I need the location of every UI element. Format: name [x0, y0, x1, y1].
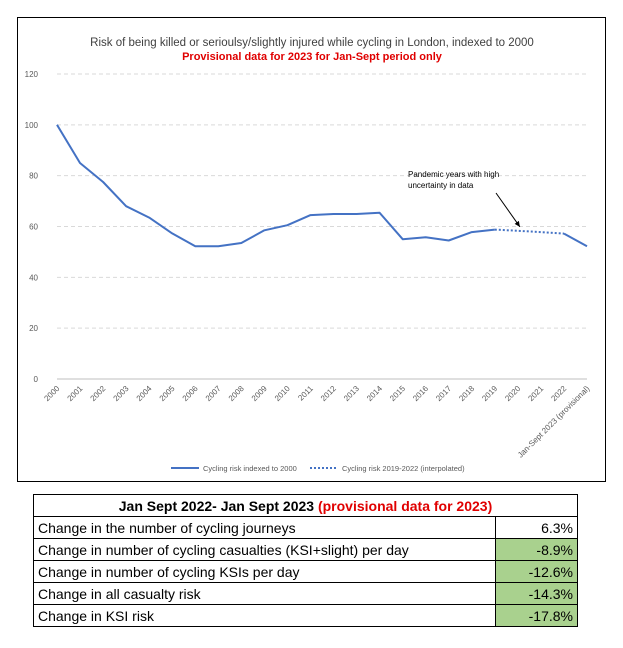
- y-tick-label: 0: [34, 375, 39, 384]
- row-label: Change in all casualty risk: [33, 582, 496, 605]
- y-tick-label: 100: [25, 121, 39, 130]
- chart-subtitle: Provisional data for 2023 for Jan-Sept p…: [182, 51, 443, 63]
- series-line-cycling-risk: [563, 232, 588, 248]
- x-tick-label: 2022: [549, 384, 568, 403]
- x-tick-label: 2001: [66, 384, 85, 403]
- x-tick-label: 2006: [181, 384, 200, 403]
- row-label: Change in number of cycling casualties (…: [33, 538, 496, 561]
- x-tick-label: 2018: [457, 384, 476, 403]
- annotation-arrow: [495, 192, 521, 228]
- x-tick-label: 2015: [388, 384, 407, 403]
- row-label: Change in KSI risk: [33, 604, 496, 627]
- chart-title: Risk of being killed or serioulsy/slight…: [90, 37, 534, 49]
- series-line-interpolated: [494, 228, 565, 235]
- table-row: Change in all casualty risk -14.3%: [33, 582, 578, 605]
- x-tick-label: 2003: [112, 384, 131, 403]
- x-tick-label: 2002: [89, 384, 108, 403]
- annotation-line-1: Pandemic years with high: [408, 170, 499, 179]
- legend-label-dotted: Cycling risk 2019-2022 (interpolated): [342, 464, 465, 473]
- y-tick-label: 40: [29, 273, 38, 282]
- x-tick-label: 2019: [480, 384, 499, 403]
- y-tick-label: 60: [29, 223, 38, 232]
- series-line-cycling-risk: [56, 124, 495, 248]
- x-tick-label: 2010: [273, 384, 292, 403]
- table-header-provisional: (provisional data for 2023): [317, 497, 493, 514]
- table-row: Change in the number of cycling journeys…: [33, 516, 578, 539]
- x-tick-label: 2009: [250, 384, 269, 403]
- row-value: -12.6%: [495, 560, 578, 583]
- row-label: Change in number of cycling KSIs per day: [33, 560, 496, 583]
- x-tick-label: 2007: [204, 384, 223, 403]
- x-tick-label: 2021: [526, 384, 545, 403]
- x-tick-label: 2004: [135, 384, 154, 403]
- row-value: -17.8%: [495, 604, 578, 627]
- x-tick-label: 2008: [227, 384, 246, 403]
- legend-label-solid: Cycling risk indexed to 2000: [203, 464, 297, 473]
- chart-legend: Cycling risk indexed to 2000 Cycling ris…: [171, 464, 465, 473]
- row-value: -8.9%: [495, 538, 578, 561]
- pandemic-annotation: Pandemic years with high uncertainty in …: [408, 170, 521, 228]
- row-value: 6.3%: [495, 516, 578, 539]
- chart-frame: Risk of being killed or serioulsy/slight…: [17, 17, 606, 482]
- x-tick-label: 2016: [411, 384, 430, 403]
- summary-table: Jan Sept 2022- Jan Sept 2023 (provisiona…: [33, 494, 578, 627]
- table-header-text: Jan Sept 2022- Jan Sept 2023: [118, 497, 318, 514]
- table-header: Jan Sept 2022- Jan Sept 2023 (provisiona…: [33, 494, 578, 517]
- row-value: -14.3%: [495, 582, 578, 605]
- y-tick-label: 80: [29, 172, 38, 181]
- x-tick-label: 2000: [42, 384, 61, 403]
- y-tick-label: 120: [25, 70, 39, 79]
- x-tick-label: 2013: [342, 384, 361, 403]
- table-header-row: Jan Sept 2022- Jan Sept 2023 (provisiona…: [33, 494, 578, 517]
- x-tick-label: 2012: [319, 384, 338, 403]
- annotation-line-2: uncertainty in data: [408, 181, 474, 190]
- table-row: Change in KSI risk -17.8%: [33, 604, 578, 627]
- y-tick-label: 20: [29, 324, 38, 333]
- table-row: Change in number of cycling KSIs per day…: [33, 560, 578, 583]
- line-chart: Risk of being killed or serioulsy/slight…: [25, 37, 592, 473]
- x-tick-label: 2005: [158, 384, 177, 403]
- x-tick-label: 2017: [434, 384, 453, 403]
- x-tick-label: 2014: [365, 384, 384, 403]
- row-label: Change in the number of cycling journeys: [33, 516, 496, 539]
- x-tick-label: 2011: [296, 384, 315, 403]
- x-tick-label: 2020: [503, 384, 522, 403]
- annotation-arrowhead: [514, 220, 520, 227]
- table-row: Change in number of cycling casualties (…: [33, 538, 578, 561]
